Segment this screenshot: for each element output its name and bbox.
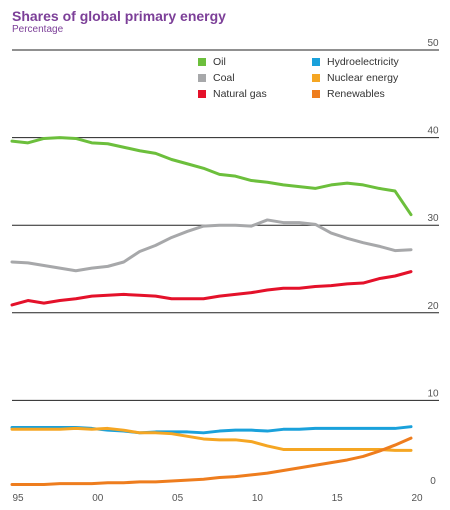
legend-item-coal: Coal [198, 72, 235, 84]
series-line-renewables [10, 436, 413, 486]
legend-item-oil: Oil [198, 56, 226, 68]
chart-subtitle: Percentage [12, 24, 64, 35]
legend-item-nuclear-energy: Nuclear energy [312, 72, 398, 84]
x-tick-label-10: 10 [252, 493, 264, 504]
legend-swatch-renewables [312, 90, 320, 98]
legend-swatch-oil [198, 58, 206, 66]
y-tick-label-50: 50 [427, 38, 439, 49]
y-tick-label-20: 20 [427, 301, 439, 312]
y-tick-label-10: 10 [427, 388, 439, 399]
legend-label-nuclear-energy: Nuclear energy [327, 72, 399, 84]
legend-swatch-hydroelectricity [312, 58, 320, 66]
x-tick-label-95: 95 [12, 493, 24, 504]
legend-label-coal: Coal [213, 72, 235, 84]
x-tick-label-05: 05 [172, 493, 184, 504]
x-tick-label-20: 20 [411, 493, 423, 504]
y-tick-label-0: 0 [430, 476, 436, 487]
legend-item-renewables: Renewables [312, 88, 385, 100]
chart-title: Shares of global primary energy [12, 8, 226, 24]
series-line-oil [10, 136, 413, 217]
legend-swatch-natural-gas [198, 90, 206, 98]
x-tick-label-15: 15 [332, 493, 344, 504]
series-line-nuclear-energy [10, 426, 413, 452]
legend-label-natural-gas: Natural gas [213, 88, 267, 100]
x-tick-label-00: 00 [92, 493, 104, 504]
legend-label-renewables: Renewables [327, 88, 385, 100]
legend-item-hydroelectricity: Hydroelectricity [312, 56, 399, 68]
legend-swatch-coal [198, 74, 206, 82]
y-tick-label-30: 30 [427, 213, 439, 224]
y-tick-label-40: 40 [427, 126, 439, 137]
legend-label-oil: Oil [213, 56, 226, 68]
series-line-natural-gas [10, 270, 413, 307]
series-line-coal [10, 218, 413, 273]
legend-label-hydroelectricity: Hydroelectricity [327, 56, 399, 68]
legend-swatch-nuclear-energy [312, 74, 320, 82]
legend-item-natural-gas: Natural gas [198, 88, 267, 100]
